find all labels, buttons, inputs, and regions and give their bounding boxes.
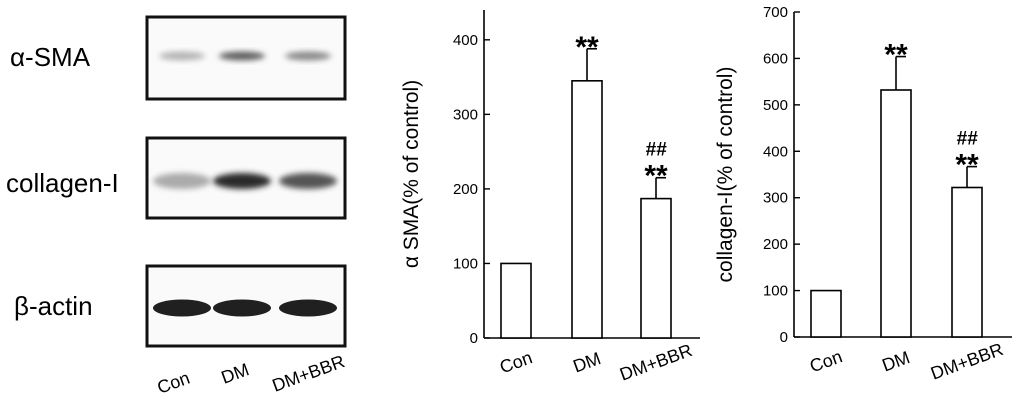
blot-lane-label-dm-bbr: DM+BBR: [270, 351, 348, 396]
collagen-i-chart-y-tick-label: 0: [780, 329, 788, 346]
blot-band-beta-actin-lane-2: [213, 299, 271, 317]
blot-label-collagen-i: collagen-I: [6, 168, 119, 198]
collagen-i-bar-chart: 0 100 200 300 400 500 600 700 collagen-I(% of co…: [714, 4, 1012, 384]
collagen-i-chart-bar-con: [810, 289, 842, 338]
blot-band-alpha-sma-lane-3: [285, 51, 331, 61]
collagen-i-chart-category-label: DM+BBR: [928, 339, 1006, 384]
collagen-i-chart-y-tick-label: 200: [763, 236, 788, 253]
blot-lane-label-con: Con: [155, 368, 193, 398]
blot-band-alpha-sma-lane-1: [159, 51, 205, 61]
collagen-i-chart-y-tick-label: 600: [763, 50, 788, 67]
alpha-sma-chart-y-tick-label: 400: [453, 32, 478, 49]
collagen-i-chart-significance-label: **: [955, 149, 979, 182]
blot-label-alpha-sma: α-SMA: [10, 42, 91, 72]
blot-band-collagen-i-lane-3: [279, 173, 337, 189]
collagen-i-chart-significance-label: ##: [956, 129, 978, 150]
alpha-sma-bar-chart: 0 100 200 300 400 α SMA(% of control) Con ** DM *…: [400, 10, 700, 385]
collagen-i-chart-category-label: Con: [807, 346, 845, 376]
alpha-sma-chart-significance-label: ##: [645, 140, 667, 161]
alpha-sma-chart-y-tick-label: 200: [453, 181, 478, 198]
blot-lane-label-dm: DM: [219, 359, 252, 387]
collagen-i-chart-category-label: DM: [879, 347, 912, 375]
collagen-i-chart-y-axis-label: collagen-I(% of control): [714, 67, 737, 283]
alpha-sma-chart-bar-dm-bbr: [640, 197, 672, 339]
western-blot: α-SMA collagen-I β-actin Con DM DM+BBR: [6, 15, 348, 398]
blot-band-collagen-i-lane-1: [153, 173, 211, 189]
collagen-i-chart-bar-dm-bbr: [951, 186, 983, 338]
collagen-i-chart-y-tick-label: 300: [763, 190, 788, 207]
collagen-i-chart-y-tick-label: 500: [763, 97, 788, 114]
collagen-i-chart-y-tick-label: 100: [763, 283, 788, 300]
collagen-i-chart-y-tick-label: 700: [763, 4, 788, 21]
blot-band-beta-actin-lane-1: [153, 299, 211, 317]
alpha-sma-chart-significance-label: **: [575, 31, 599, 64]
collagen-i-chart-bar-dm: [880, 89, 912, 338]
alpha-sma-chart-y-tick-label: 100: [453, 255, 478, 272]
alpha-sma-chart-significance-label: **: [644, 160, 668, 193]
alpha-sma-chart-category-label: DM+BBR: [617, 340, 695, 385]
alpha-sma-chart-category-label: Con: [497, 347, 535, 377]
collagen-i-chart-y-tick-label: 400: [763, 143, 788, 160]
alpha-sma-chart-category-label: DM: [570, 348, 603, 376]
blot-band-alpha-sma-lane-2: [219, 51, 265, 61]
blot-band-beta-actin-lane-3: [279, 299, 337, 317]
alpha-sma-chart-bar-dm: [571, 80, 603, 339]
alpha-sma-chart-y-axis-label: α SMA(% of control): [400, 80, 423, 268]
alpha-sma-chart-y-tick-label: 300: [453, 106, 478, 123]
blot-band-collagen-i-lane-2: [213, 173, 271, 189]
blot-label-beta-actin: β-actin: [14, 291, 93, 321]
collagen-i-chart-significance-label: **: [884, 39, 908, 72]
alpha-sma-chart-y-tick-label: 0: [470, 330, 478, 347]
alpha-sma-chart-bar-con: [500, 262, 532, 339]
